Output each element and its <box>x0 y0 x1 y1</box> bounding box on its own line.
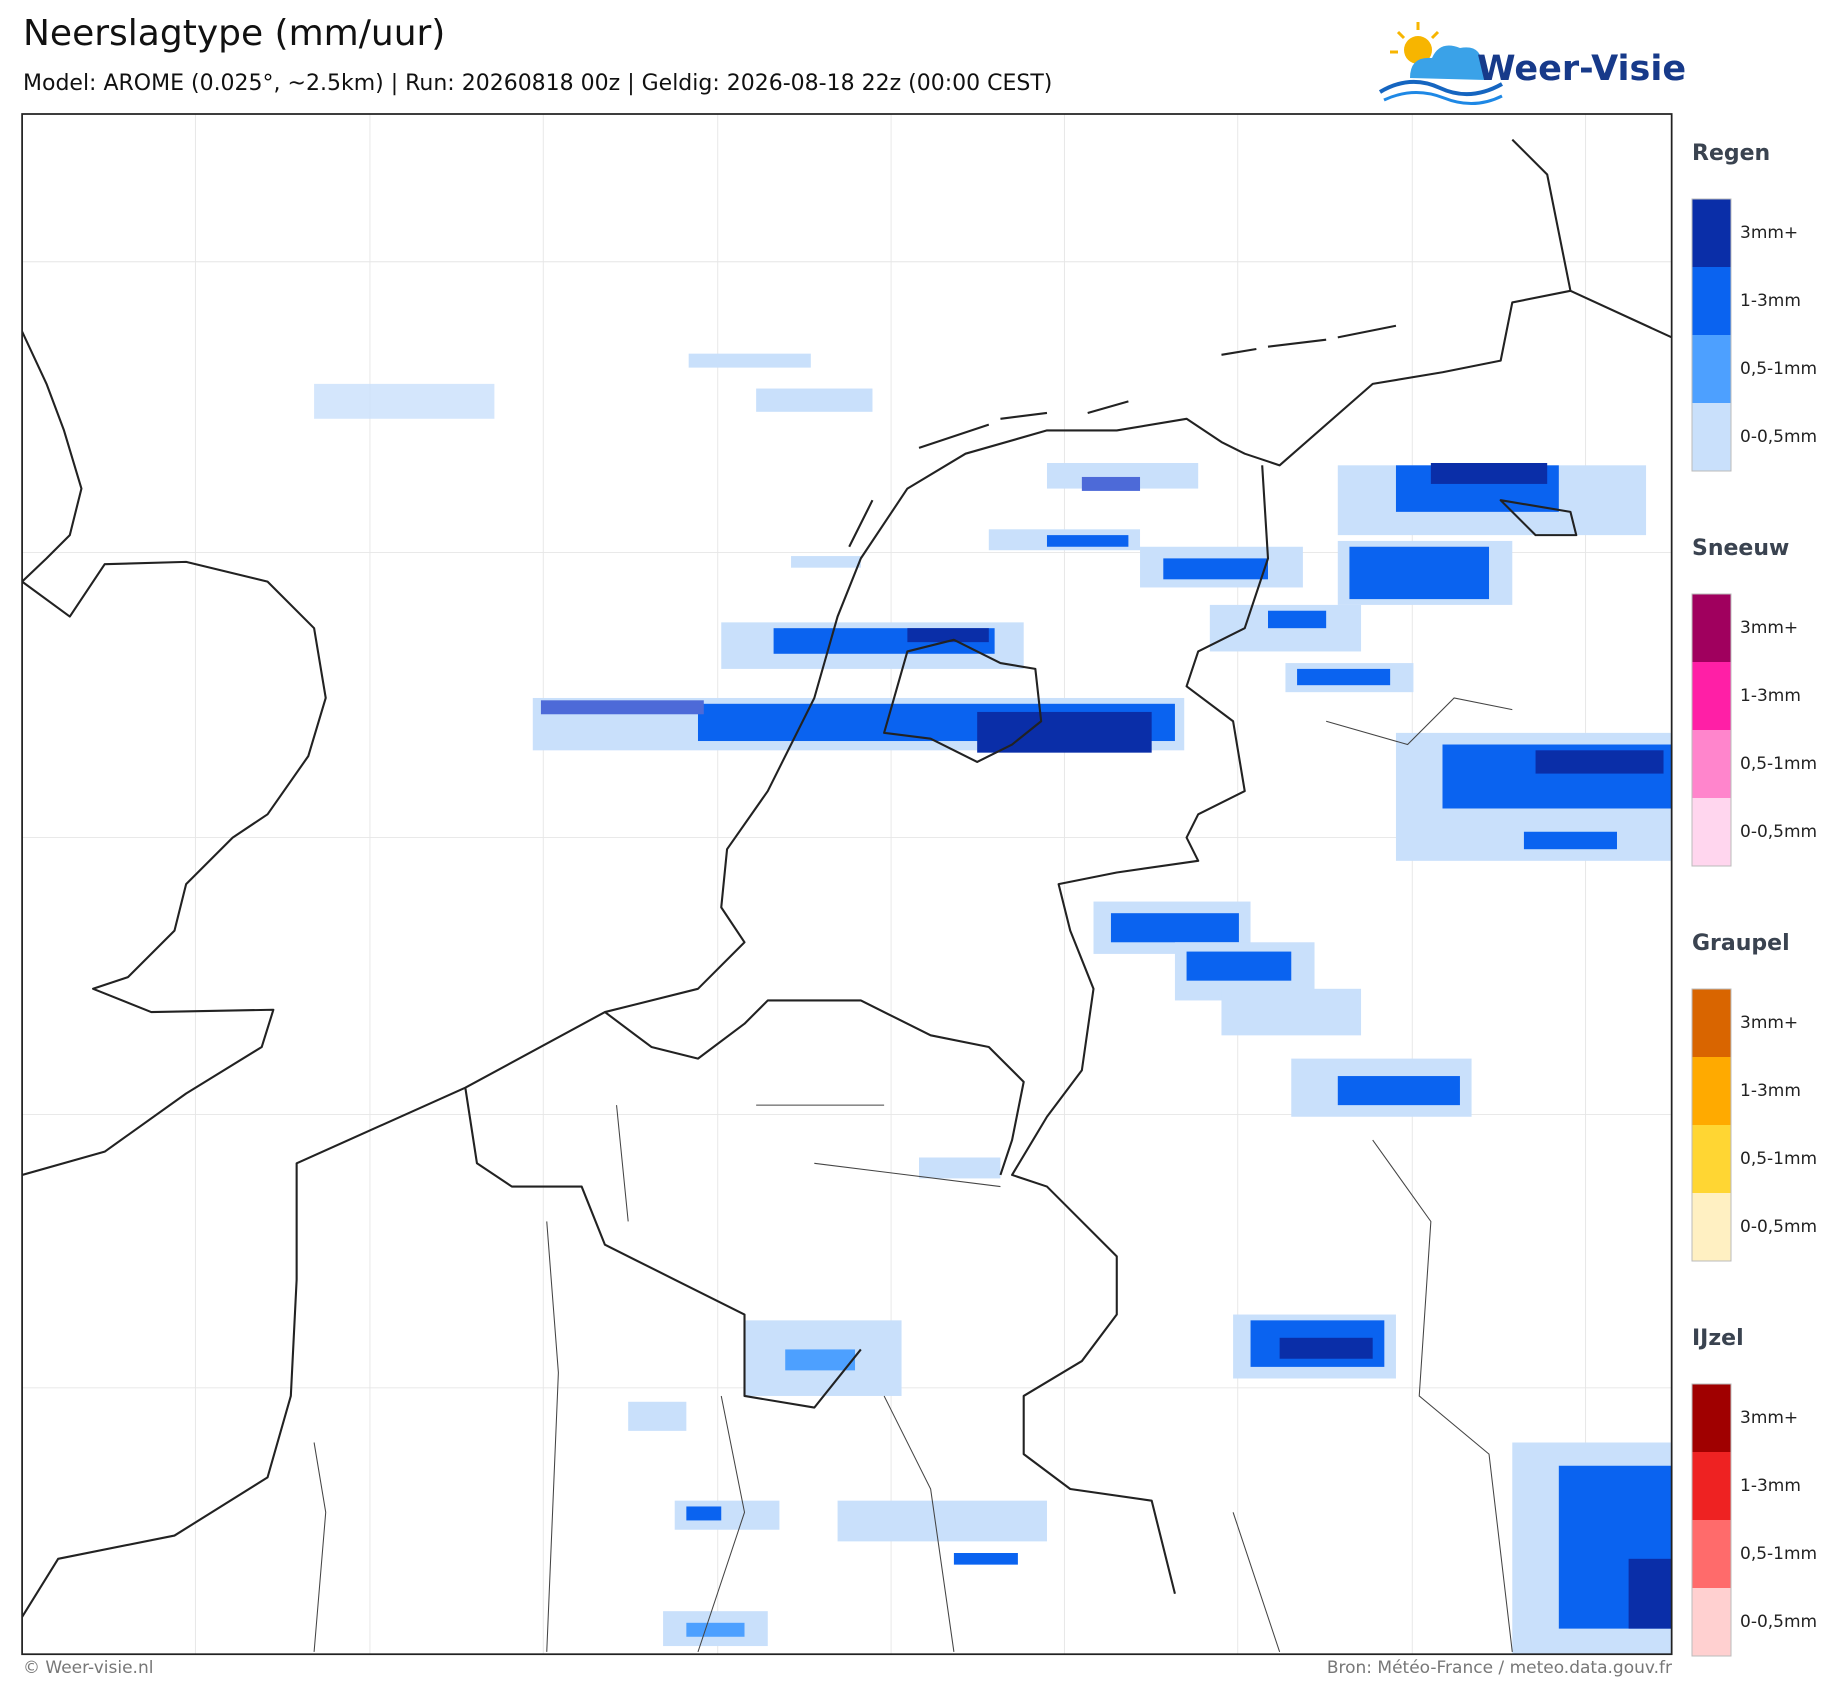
legend-swatch <box>1692 730 1731 798</box>
legend-swatch <box>1692 335 1731 403</box>
legend-swatch <box>1692 403 1731 471</box>
legend-swatch <box>1692 199 1731 267</box>
legend-label: 0-0,5mm <box>1740 822 1817 842</box>
legend-swatch <box>1692 798 1731 866</box>
legend-title: Sneeuw <box>1692 536 1789 561</box>
map-frame <box>21 113 1673 1656</box>
legend-swatch <box>1692 989 1731 1057</box>
legend-frame <box>1691 593 1732 867</box>
footer-left: © Weer-visie.nl <box>23 1658 153 1678</box>
legend-swatch <box>1692 1452 1731 1520</box>
subtitle: Model: AROME (0.025°, ~2.5km) | Run: 202… <box>23 71 1052 96</box>
legend-label: 0-0,5mm <box>1740 1612 1817 1632</box>
legend-label: 1-3mm <box>1740 1081 1801 1101</box>
logo: Weer-Visie <box>1378 22 1686 105</box>
legend-label: 1-3mm <box>1740 686 1801 706</box>
legend-label: 1-3mm <box>1740 291 1801 311</box>
legend-label: 0-0,5mm <box>1740 1217 1817 1237</box>
legend-swatch <box>1692 1588 1731 1656</box>
legend: Regen 3mm+ 1-3mm 0,5-1mm 0-0,5mm Sneeuw 3mm+ 1-… <box>1691 141 1817 1657</box>
legend-label: 0,5-1mm <box>1740 1149 1817 1169</box>
legend-swatch <box>1692 662 1731 730</box>
legend-label: 0,5-1mm <box>1740 359 1817 379</box>
legend-label: 0,5-1mm <box>1740 1544 1817 1564</box>
legend-label: 0,5-1mm <box>1740 754 1817 774</box>
legend-swatch <box>1692 1520 1731 1588</box>
logo-text: Weer-Visie <box>1477 49 1686 89</box>
legend-label: 0-0,5mm <box>1740 427 1817 447</box>
legend-title: Regen <box>1692 141 1770 166</box>
legend-label: 3mm+ <box>1740 1013 1798 1033</box>
legend-title: Graupel <box>1692 931 1790 956</box>
legend-swatch <box>1692 267 1731 335</box>
coastlines <box>22 138 1672 1618</box>
precipitation <box>314 353 1672 1655</box>
legend-frame <box>1691 988 1732 1262</box>
legend-frame <box>1691 1383 1732 1657</box>
footer-right: Bron: Météo-France / meteo.data.gouv.fr <box>1327 1658 1672 1678</box>
legend-swatch <box>1692 594 1731 662</box>
borders <box>313 465 1513 1653</box>
legend-label: 3mm+ <box>1740 223 1798 243</box>
map <box>21 113 1673 1656</box>
legend-frame <box>1691 198 1732 472</box>
legend-label: 3mm+ <box>1740 618 1798 638</box>
legend-swatch <box>1692 1384 1731 1452</box>
legend-label: 1-3mm <box>1740 1476 1801 1496</box>
legend-swatch <box>1692 1057 1731 1125</box>
legend-swatch <box>1692 1193 1731 1261</box>
legend-label: 3mm+ <box>1740 1408 1798 1428</box>
legend-title: IJzel <box>1692 1326 1744 1351</box>
legend-swatch <box>1692 1125 1731 1193</box>
title: Neerslagtype (mm/uur) <box>23 13 445 54</box>
